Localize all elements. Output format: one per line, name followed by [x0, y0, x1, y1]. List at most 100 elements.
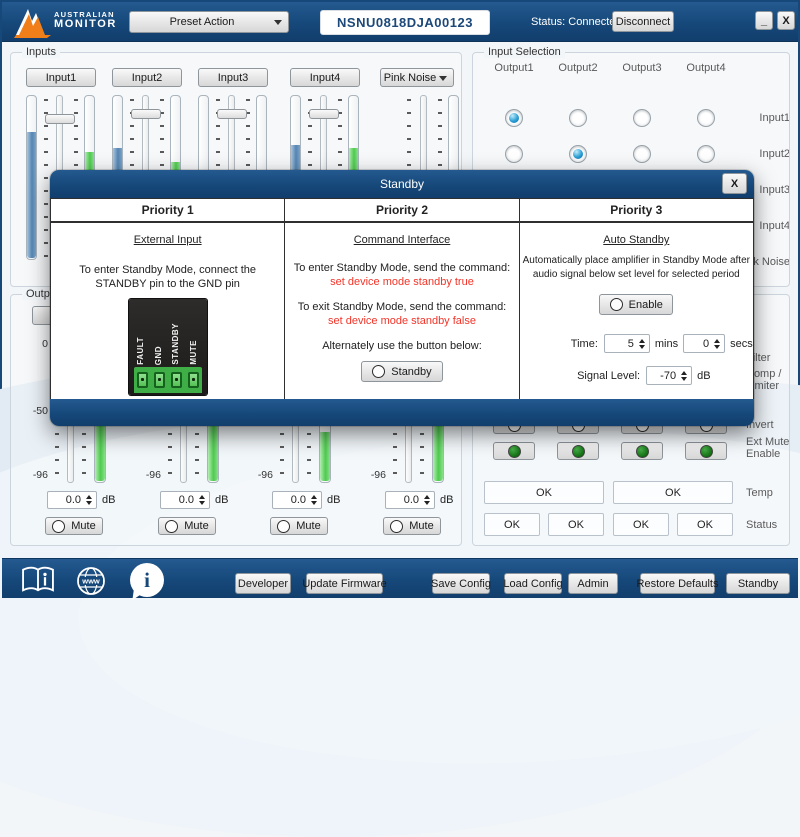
chevron-down-icon	[439, 75, 447, 81]
terminal-label-mute: MUTE	[188, 340, 198, 365]
exit-standby-command: set device mode standby false	[328, 315, 476, 327]
output3-ext-mute-button[interactable]	[621, 442, 663, 460]
spinner-up-icon[interactable]	[86, 495, 92, 499]
command-interface-subtitle: Command Interface	[353, 234, 451, 246]
routing-radio-input2-output4[interactable]	[697, 145, 715, 163]
spinner-down-icon[interactable]	[714, 344, 721, 349]
spinner-up-icon[interactable]	[199, 495, 205, 499]
scale-minus96: -96	[32, 469, 48, 481]
spinner-up-icon[interactable]	[424, 495, 430, 499]
input2-button[interactable]: Input2	[112, 68, 182, 87]
save-config-button[interactable]: Save Config	[431, 573, 491, 594]
output2-gain-spinner[interactable]: 0.0	[160, 491, 210, 509]
output2-mute-button[interactable]: Mute	[158, 517, 216, 535]
routing-radio-input1-output4[interactable]	[697, 109, 715, 127]
mute-led	[277, 519, 291, 533]
website-globe-icon[interactable]: www	[76, 566, 106, 596]
terminal-pin	[153, 372, 165, 388]
spinner-up-icon[interactable]	[681, 370, 688, 375]
standby-mins-spinner[interactable]: 5	[603, 334, 650, 353]
input4-button[interactable]: Input4	[290, 68, 360, 87]
comp-limiter-label: Comp / Limiter	[746, 368, 782, 392]
row-input2: Input2	[759, 148, 790, 160]
developer-button[interactable]: Developer	[235, 573, 291, 594]
output4-gain-spinner[interactable]: 0.0	[385, 491, 435, 509]
output4-mute-button[interactable]: Mute	[383, 517, 441, 535]
gain-slider-handle[interactable]	[131, 109, 161, 119]
title-bar: AUSTRALIAN MONITOR Preset Action NSNU081…	[2, 2, 798, 42]
routing-radio-input1-output3[interactable]	[633, 109, 651, 127]
routing-radio-input1-output1[interactable]	[505, 109, 523, 127]
row-input4: Input4	[759, 220, 790, 232]
slider-ticks	[44, 99, 48, 257]
output2-ext-mute-button[interactable]	[557, 442, 599, 460]
logo-wordmark: AUSTRALIAN MONITOR	[54, 11, 117, 30]
mute-led	[165, 519, 179, 533]
priority-header-row: Priority 1 Priority 2 Priority 3	[51, 198, 753, 223]
output3-gain-spinner[interactable]: 0.0	[272, 491, 322, 509]
row-input1: Input1	[759, 112, 790, 124]
auto-standby-subtitle: Auto Standby	[603, 234, 670, 246]
manual-book-icon[interactable]	[20, 566, 56, 594]
routing-radio-input2-output3[interactable]	[633, 145, 651, 163]
spinner-down-icon[interactable]	[638, 344, 645, 349]
minimize-button[interactable]: _	[755, 11, 773, 30]
terminal-label-gnd: GND	[153, 345, 163, 365]
restore-defaults-button[interactable]: Restore Defaults	[637, 573, 718, 594]
gain-unit: dB	[440, 494, 454, 506]
routing-radio-input2-output1[interactable]	[505, 145, 523, 163]
terminal-pin	[170, 372, 182, 388]
scale-minus50: -50	[32, 405, 48, 417]
spinner-down-icon[interactable]	[311, 501, 317, 505]
spinner-down-icon[interactable]	[199, 501, 205, 505]
mute-led	[52, 519, 66, 533]
standby-level-spinner[interactable]: -70	[646, 366, 693, 385]
standby-button[interactable]: Standby	[726, 573, 790, 594]
spinner-up-icon[interactable]	[714, 338, 721, 343]
column-output4: Output4	[686, 62, 726, 74]
dialog-titlebar[interactable]: Standby X	[50, 170, 754, 198]
noise-source-select[interactable]: Pink Noise	[380, 68, 454, 87]
close-window-button[interactable]: X	[777, 11, 795, 30]
input1-button[interactable]: Input1	[26, 68, 96, 87]
output3-mute-button[interactable]: Mute	[270, 517, 328, 535]
terminal-pin	[187, 372, 199, 388]
spinner-up-icon[interactable]	[638, 338, 645, 343]
spinner-down-icon[interactable]	[681, 376, 688, 381]
output1-mute-button[interactable]: Mute	[45, 517, 103, 535]
routing-radio-input2-output2[interactable]	[569, 145, 587, 163]
green-led	[507, 444, 521, 458]
update-firmware-button[interactable]: Update Firmware	[302, 573, 387, 594]
output1-gain-spinner[interactable]: 0.0	[47, 491, 97, 509]
temp-label: Temp	[746, 487, 773, 499]
close-icon: X	[730, 177, 739, 190]
disconnect-button[interactable]: Disconnect	[612, 11, 674, 32]
priority3-panel: Auto Standby Automatically place amplifi…	[518, 223, 753, 399]
gain-slider-handle[interactable]	[309, 109, 339, 119]
standby-toggle-button[interactable]: Standby	[360, 361, 443, 382]
output4-ext-mute-button[interactable]	[685, 442, 727, 460]
input3-button[interactable]: Input3	[198, 68, 268, 87]
preset-action-select[interactable]: Preset Action	[129, 11, 289, 33]
gain-slider-handle[interactable]	[217, 109, 247, 119]
info-bubble-icon[interactable]: i	[130, 563, 165, 597]
status-indicator-2: OK	[548, 513, 604, 536]
scale-minus96: -96	[257, 469, 273, 481]
priority1-header: Priority 1	[141, 203, 194, 217]
load-config-button[interactable]: Load Config	[503, 573, 563, 594]
status-indicator-4: OK	[677, 513, 733, 536]
dialog-close-button[interactable]: X	[722, 173, 747, 194]
spinner-up-icon[interactable]	[311, 495, 317, 499]
external-input-subtitle: External Input	[133, 234, 202, 246]
routing-radio-input1-output2[interactable]	[569, 109, 587, 127]
terminal-label-fault: FAULT	[136, 337, 146, 365]
dialog-footer	[50, 399, 754, 426]
auto-standby-enable-button[interactable]: Enable	[599, 294, 674, 315]
spinner-down-icon[interactable]	[424, 501, 430, 505]
gain-slider-handle[interactable]	[45, 114, 75, 124]
output1-ext-mute-button[interactable]	[493, 442, 535, 460]
device-id-field[interactable]: NSNU0818DJA00123	[320, 10, 490, 35]
spinner-down-icon[interactable]	[86, 501, 92, 505]
standby-secs-spinner[interactable]: 0	[683, 334, 726, 353]
admin-button[interactable]: Admin	[568, 573, 618, 594]
